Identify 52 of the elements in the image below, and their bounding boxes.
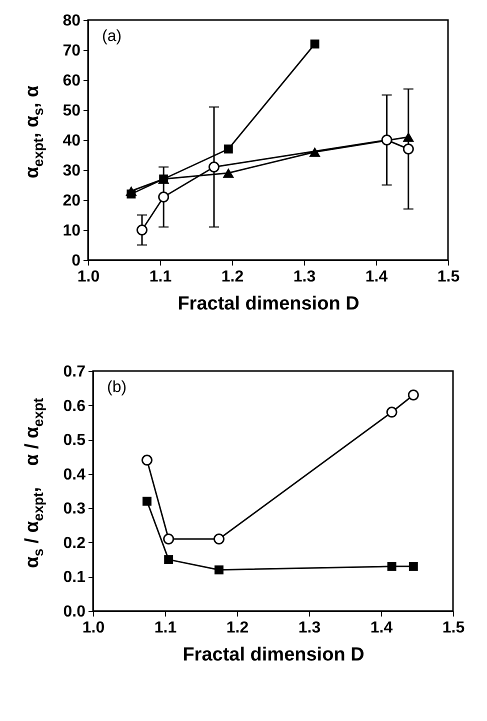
- y-tick-label: 50: [62, 102, 81, 120]
- point: [136, 224, 148, 236]
- point: [142, 496, 152, 506]
- y-tick-label: 70: [62, 42, 81, 60]
- y-tick-label: 0.4: [63, 466, 86, 484]
- y-tick-label: 0.1: [63, 569, 86, 586]
- annotation: (a): [102, 28, 122, 45]
- x-tick-label: 1.4: [365, 268, 388, 286]
- point: [214, 565, 224, 574]
- y-tick-label: 30: [62, 162, 81, 180]
- x-axis-title: Fractal dimension D: [182, 644, 364, 666]
- y-tick-label: 80: [62, 12, 81, 30]
- x-tick-label: 1.2: [221, 268, 244, 286]
- y-tick-label: 0: [72, 252, 81, 270]
- point: [310, 40, 320, 48]
- point: [408, 390, 419, 400]
- x-tick-label: 1.5: [442, 620, 465, 636]
- x-tick-label: 1.4: [370, 620, 393, 636]
- point: [208, 162, 220, 172]
- point: [386, 406, 398, 418]
- point: [402, 144, 414, 154]
- y-tick-label: 60: [62, 72, 81, 90]
- point: [158, 192, 170, 202]
- point: [214, 534, 224, 544]
- point: [222, 168, 234, 178]
- x-tick-label: 1.1: [149, 268, 172, 286]
- x-tick-label: 1.0: [82, 620, 105, 636]
- point: [381, 134, 392, 146]
- y-tick-label: 0.0: [63, 604, 86, 620]
- x-tick-label: 1.3: [293, 268, 316, 286]
- point: [387, 562, 396, 571]
- y-tick-label: 40: [62, 132, 81, 150]
- x-tick-label: 1.3: [298, 620, 321, 636]
- y-tick-label: 0.3: [63, 500, 86, 518]
- point: [408, 562, 418, 571]
- x-tick-label: 1.0: [77, 268, 100, 286]
- y-tick-label: 20: [62, 192, 81, 210]
- point: [126, 190, 136, 198]
- point: [224, 144, 233, 154]
- annotation: (b): [107, 379, 127, 396]
- point: [142, 454, 152, 466]
- x-tick-label: 1.5: [437, 268, 460, 286]
- y-tick-label: 10: [62, 222, 81, 240]
- y-tick-label: 0.6: [63, 398, 86, 415]
- y-tick-label: 0.7: [63, 364, 86, 380]
- x-tick-label: 1.1: [154, 620, 177, 636]
- y-tick-label: 0.5: [63, 432, 86, 450]
- x-tick-label: 1.2: [226, 620, 249, 636]
- y-tick-label: 0.2: [63, 534, 86, 552]
- point: [163, 534, 174, 544]
- point: [164, 555, 174, 564]
- x-axis-title: Fractal dimension D: [178, 294, 360, 314]
